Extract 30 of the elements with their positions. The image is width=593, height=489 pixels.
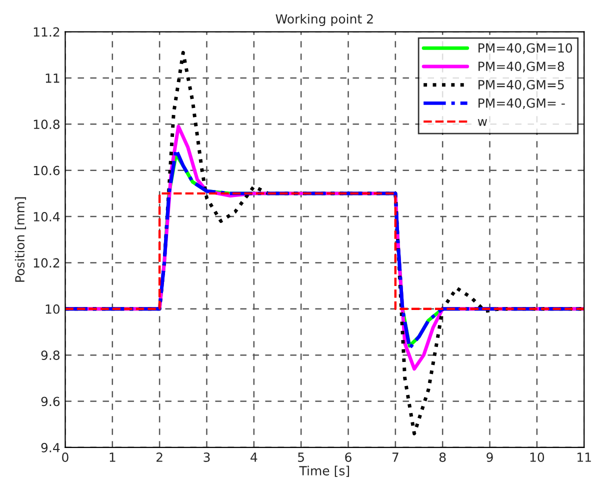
legend-label: w: [478, 119, 488, 126]
legend-label: PM=40,GM=10: [478, 43, 572, 54]
legend-label: PM=40,GM=5: [478, 80, 564, 91]
y-tick-label: 9.4: [41, 442, 60, 452]
y-axis-title: Position [mm]: [14, 197, 26, 282]
x-tick-label: 4: [250, 452, 258, 462]
x-tick-label: 8: [439, 452, 446, 462]
x-tick-label: 6: [345, 452, 352, 462]
legend-label: PM=40,GM= -: [478, 98, 565, 110]
y-tick-label: 9.8: [41, 350, 60, 360]
x-tick-label: 0: [62, 452, 68, 462]
x-tick-label: 1: [110, 452, 116, 462]
y-tick-label: 10.8: [34, 120, 60, 130]
x-tick-label: 2: [156, 452, 162, 462]
x-axis-title: Time [s]: [299, 466, 350, 477]
y-tick-label: 9.6: [41, 396, 60, 406]
y-tick-label: 10: [46, 304, 60, 314]
y-tick-label: 11.2: [34, 27, 60, 37]
x-tick-label: 7: [392, 452, 398, 462]
y-tick-label: 11: [46, 74, 60, 83]
y-tick-label: 10.2: [34, 258, 60, 268]
y-tick-label: 10.4: [34, 212, 60, 222]
legend-label: PM=40,GM=8: [478, 62, 564, 72]
chart-title: Working point 2: [276, 14, 373, 26]
y-tick-label: 10.6: [34, 166, 60, 176]
x-tick-label: 5: [298, 452, 304, 462]
x-tick-label: 11: [578, 452, 591, 462]
x-tick-label: 3: [204, 452, 210, 462]
x-tick-label: 9: [486, 452, 493, 462]
x-tick-label: 10: [530, 452, 544, 462]
